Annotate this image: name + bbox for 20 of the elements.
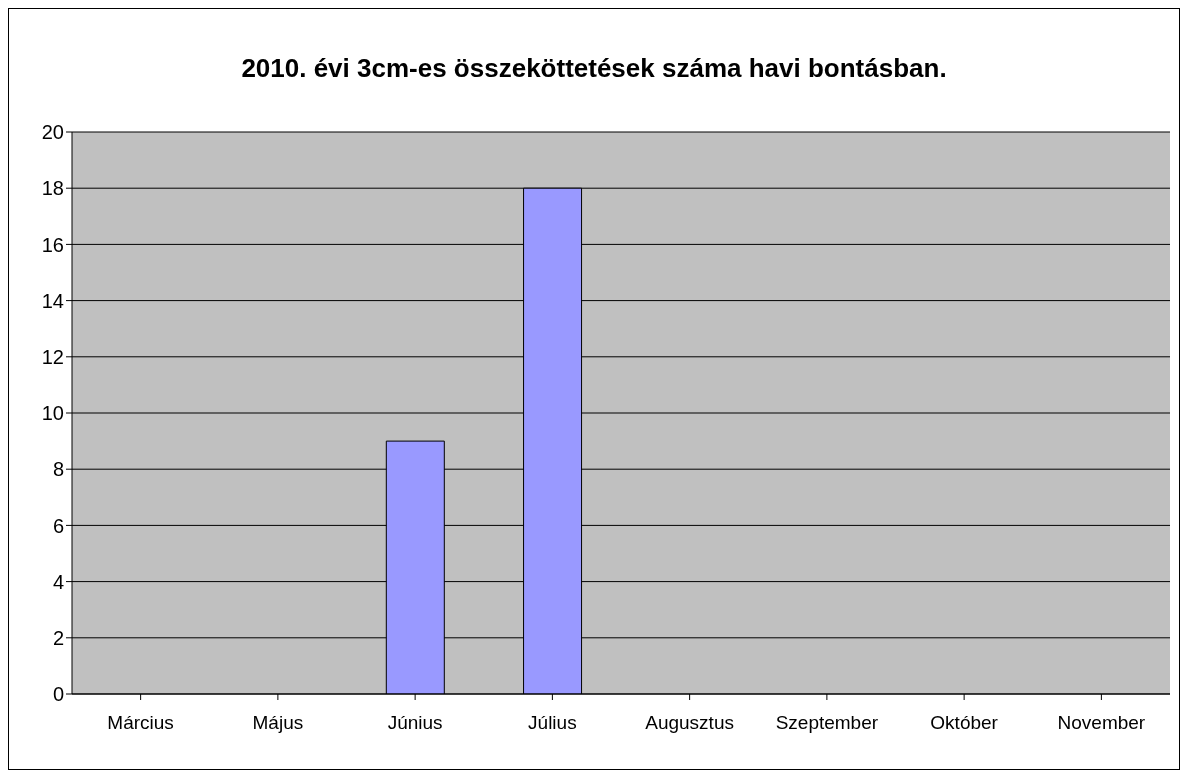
y-tick-label: 4 [52, 570, 64, 593]
y-tick-label: 8 [52, 458, 64, 481]
x-tick-label: November [1057, 712, 1146, 734]
chart-title: 2010. évi 3cm-es összeköttetések száma havi bontásban. [240, 53, 948, 84]
y-tick-label: 0 [52, 683, 64, 706]
x-tick-label: Március [107, 712, 174, 734]
y-tick-label: 2 [52, 626, 64, 649]
x-tick-label: Május [252, 712, 304, 734]
y-tick-label: 18 [41, 177, 64, 200]
y-tick-label: 16 [41, 233, 64, 256]
x-tick-label: Augusztus [645, 712, 734, 734]
x-tick-label: Július [528, 712, 577, 734]
y-tick-label: 10 [41, 402, 64, 425]
y-tick-label: 14 [41, 289, 64, 312]
y-tick-label: 20 [41, 121, 64, 144]
y-tick-label: 12 [41, 345, 64, 368]
x-tick-label: Október [930, 712, 999, 734]
y-tick-label: 6 [52, 514, 64, 537]
x-tick-label: Június [387, 712, 443, 734]
x-tick-label: Szeptember [775, 712, 879, 734]
